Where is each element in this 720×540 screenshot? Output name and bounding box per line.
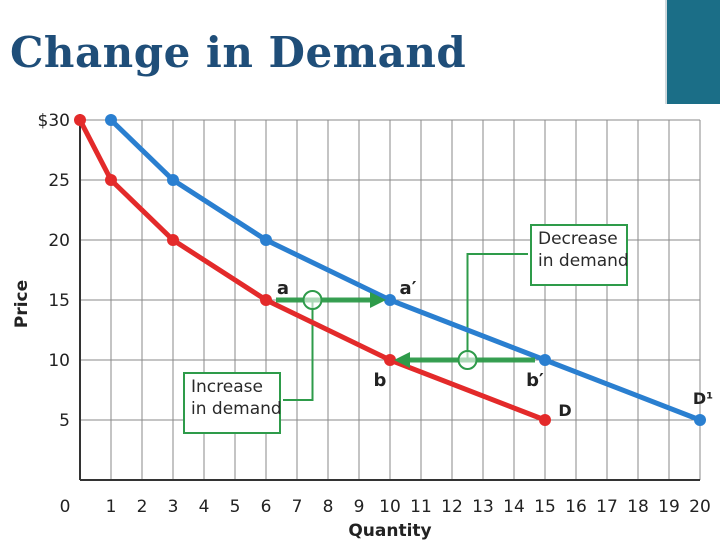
x-tick-label: 9 bbox=[354, 497, 365, 517]
x-tick-label: 17 bbox=[596, 497, 618, 517]
y-tick-label: 25 bbox=[48, 171, 70, 191]
y-axis-title: Price bbox=[12, 280, 32, 328]
x-tick-label: 11 bbox=[410, 497, 432, 517]
series-line-d1 bbox=[108, 117, 703, 423]
data-point bbox=[260, 234, 272, 246]
data-point bbox=[694, 414, 706, 426]
shift-arrows bbox=[276, 290, 535, 370]
x-tick-label: 10 bbox=[379, 497, 401, 517]
corner-accent-block bbox=[667, 0, 720, 104]
data-point bbox=[384, 294, 396, 306]
y-tick-label: $30 bbox=[38, 111, 70, 131]
chart-ticks: 0 1 2 3 4 5 6 7 8 9 10 11 12 13 14 15 16 17 18 19 20$3025201… bbox=[38, 111, 711, 517]
shift-arrow-head bbox=[370, 292, 386, 308]
x-tick-label: 16 bbox=[565, 497, 587, 517]
x-tick-label: 8 bbox=[323, 497, 334, 517]
axis-titles: Quantity Price bbox=[12, 280, 432, 540]
point-label: a bbox=[277, 278, 289, 299]
data-point bbox=[539, 414, 551, 426]
x-tick-label: 15 bbox=[534, 497, 556, 517]
data-point bbox=[167, 234, 179, 246]
series-label-d: D bbox=[558, 401, 571, 420]
slide-title: Change in Demand bbox=[10, 28, 467, 77]
chart-labels: a a′ b b′ D D¹ bbox=[277, 278, 713, 420]
x-tick-label: 2 bbox=[137, 497, 148, 517]
data-point bbox=[539, 354, 551, 366]
increase-in-demand-callout: Increase in demand bbox=[183, 372, 282, 434]
x-tick-label: 13 bbox=[472, 497, 494, 517]
x-tick-label: 1 bbox=[106, 497, 117, 517]
chart-series bbox=[74, 114, 706, 426]
point-label: b bbox=[374, 370, 387, 391]
x-tick-label: 4 bbox=[199, 497, 210, 517]
arrow-marker-circle bbox=[457, 350, 478, 370]
callout-line: Decrease bbox=[538, 229, 618, 249]
data-point bbox=[260, 294, 272, 306]
series-label-d1: D¹ bbox=[693, 389, 713, 408]
y-tick-label: 10 bbox=[48, 351, 70, 371]
callout-line: in demand bbox=[538, 251, 629, 271]
arrow-marker-circle bbox=[302, 290, 323, 310]
callout-connectors bbox=[283, 253, 528, 401]
x-tick-label: 3 bbox=[168, 497, 179, 517]
shift-arrow-head bbox=[394, 352, 410, 368]
data-point bbox=[74, 114, 86, 126]
y-tick-label: 15 bbox=[48, 291, 70, 311]
point-label: b′ bbox=[526, 370, 544, 391]
x-axis-title: Quantity bbox=[348, 521, 431, 540]
series-line-d bbox=[77, 117, 548, 423]
x-tick-label: 20 bbox=[689, 497, 711, 517]
y-tick-label: 5 bbox=[59, 411, 70, 431]
callout-line: Increase bbox=[191, 377, 263, 397]
point-label: a′ bbox=[400, 278, 417, 299]
data-point bbox=[105, 174, 117, 186]
x-tick-label: 6 bbox=[261, 497, 272, 517]
decrease-in-demand-callout: Decrease in demand bbox=[530, 224, 629, 286]
x-tick-label: 18 bbox=[627, 497, 649, 517]
x-tick-label: 19 bbox=[658, 497, 680, 517]
callout-line: in demand bbox=[191, 399, 282, 419]
x-tick-label: 7 bbox=[292, 497, 303, 517]
demand-chart: 0 1 2 3 4 5 6 7 8 9 10 11 12 13 14 15 16 17 18 19 20$3025201… bbox=[12, 111, 713, 540]
x-tick-label: 14 bbox=[503, 497, 525, 517]
x-tick-label: 12 bbox=[441, 497, 463, 517]
data-point bbox=[384, 354, 396, 366]
decrease-connector-line bbox=[466, 253, 528, 360]
data-point bbox=[167, 174, 179, 186]
x-tick-label: 0 bbox=[60, 497, 71, 517]
data-point bbox=[105, 114, 117, 126]
y-tick-label: 20 bbox=[48, 231, 70, 251]
increase-connector-line bbox=[283, 300, 314, 401]
x-tick-label: 5 bbox=[230, 497, 241, 517]
chart-axes bbox=[79, 114, 700, 481]
